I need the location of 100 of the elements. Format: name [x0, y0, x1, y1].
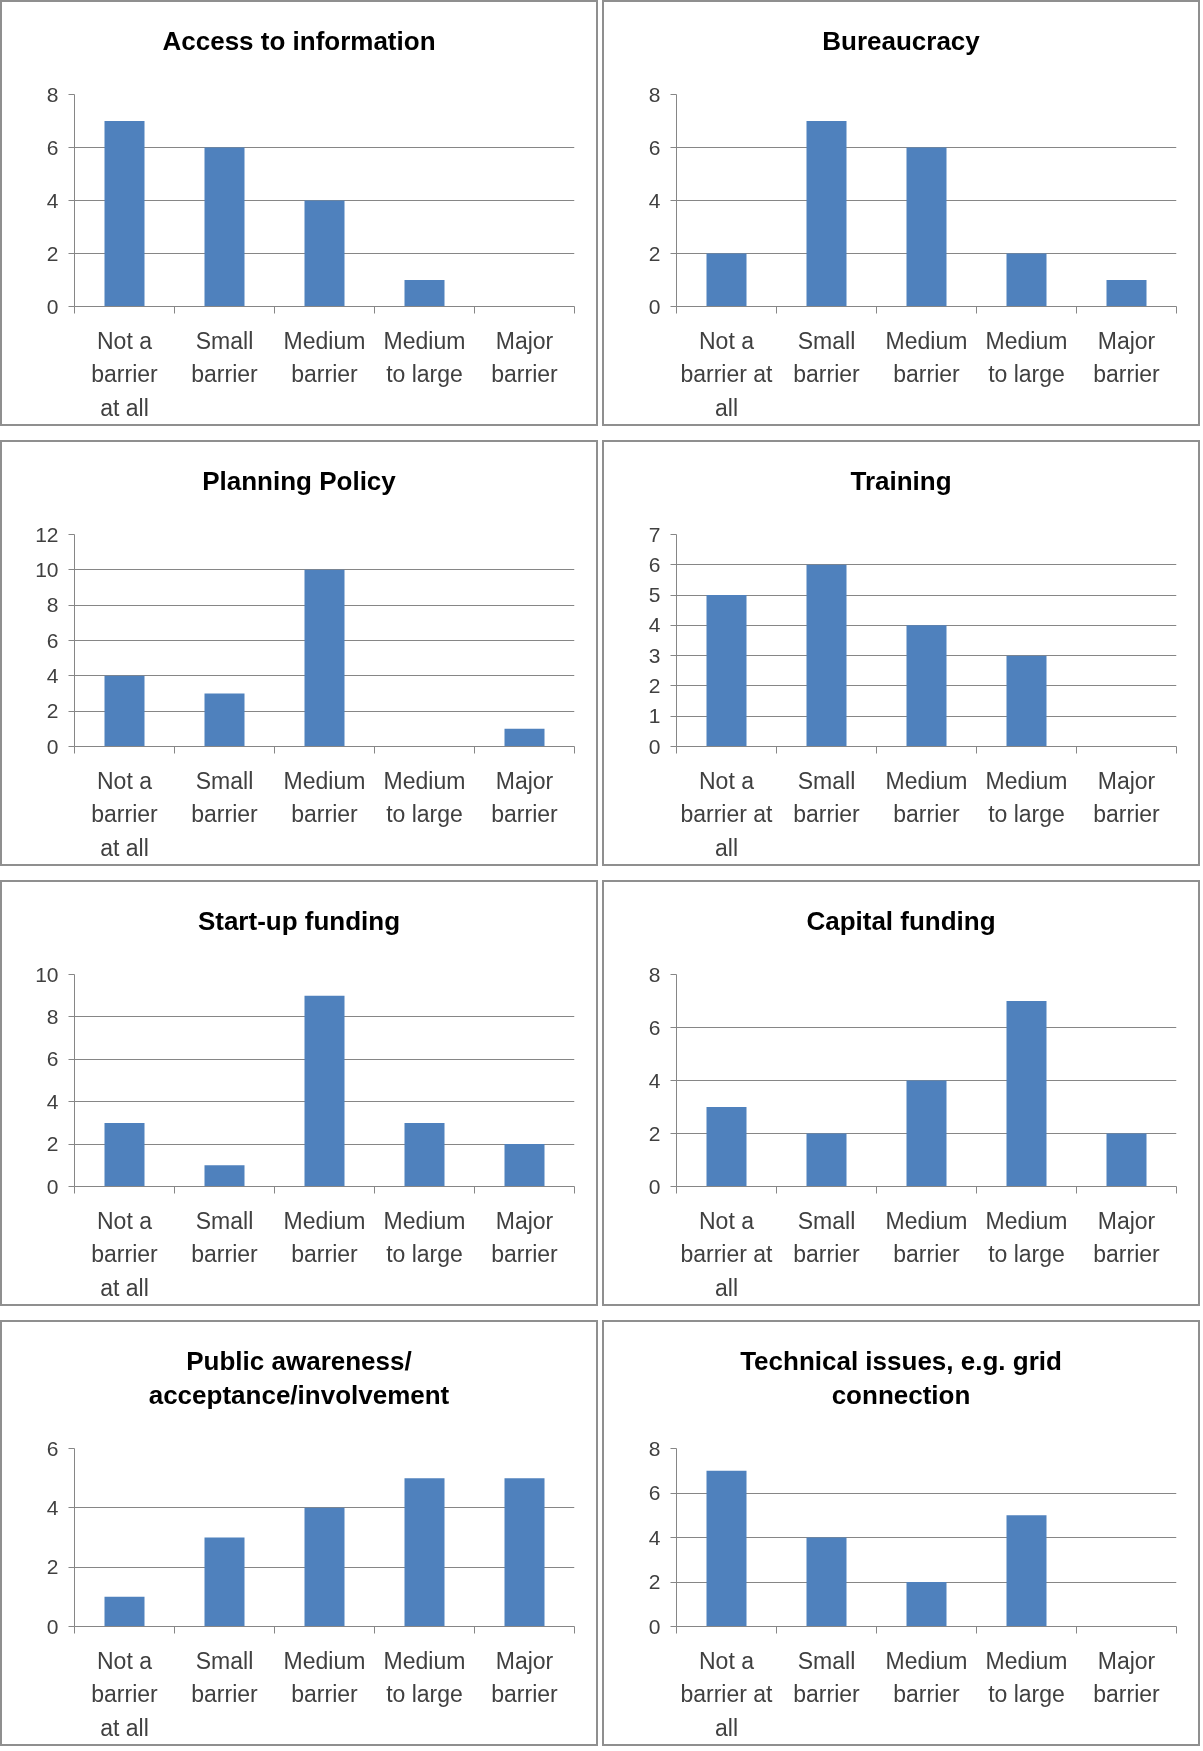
y-tick-label: 4	[648, 188, 661, 212]
y-tick-label: 8	[46, 593, 59, 617]
x-tick-label: Medium barrier	[283, 327, 366, 388]
x-tick-label: Medium to large	[985, 767, 1068, 828]
bar	[304, 200, 345, 307]
bar	[404, 280, 445, 307]
y-tick-label: 8	[648, 962, 661, 986]
bar	[1006, 253, 1047, 307]
y-tick-label: 6	[46, 1436, 59, 1460]
x-tick-label: Not a barrier at all	[91, 1647, 159, 1742]
x-tick-label: Major barrier	[491, 767, 559, 828]
bar	[104, 1122, 145, 1187]
y-tick-label: 1	[648, 704, 661, 728]
y-tick-label: 2	[648, 1570, 661, 1593]
bar	[1106, 280, 1147, 307]
x-tick-label: Medium barrier	[885, 1647, 968, 1708]
y-tick-label: 4	[46, 1495, 59, 1519]
x-tick-label: Major barrier	[1093, 767, 1161, 828]
x-tick-label: Major barrier	[491, 1647, 559, 1708]
bar	[1006, 655, 1047, 747]
y-tick-label: 6	[648, 552, 661, 576]
x-tick-label: Small barrier	[793, 767, 861, 828]
y-tick-label: 6	[46, 628, 59, 652]
x-tick-label: Not a barrier at all	[680, 767, 774, 862]
chart-title: Public awareness/acceptance/involvement	[148, 1345, 450, 1412]
x-tick-label: Medium to large	[383, 327, 466, 388]
y-tick-label: 10	[35, 962, 59, 986]
x-tick-label: Not a barrier at all	[680, 1207, 774, 1302]
y-tick-label: 0	[648, 294, 661, 318]
x-tick-label: Medium barrier	[283, 1207, 366, 1268]
y-tick-label: 4	[46, 1089, 59, 1113]
y-tick-label: 4	[648, 613, 661, 637]
bar	[706, 253, 747, 307]
bar	[204, 693, 245, 747]
x-tick-label: Not a barrier at all	[91, 327, 159, 422]
x-tick-label: Medium barrier	[885, 1207, 968, 1268]
x-tick-label: Medium to large	[985, 1647, 1068, 1708]
y-tick-label: 2	[46, 1132, 59, 1156]
bar	[906, 1582, 947, 1627]
y-tick-label: 2	[46, 241, 59, 265]
y-tick-label: 2	[46, 1555, 59, 1579]
bar	[304, 569, 345, 747]
y-tick-label: 8	[46, 82, 59, 106]
y-tick-label: 7	[648, 522, 661, 546]
bar	[304, 1507, 345, 1627]
bar	[806, 1537, 847, 1627]
y-tick-label: 5	[648, 583, 661, 607]
x-tick-label: Small barrier	[191, 1647, 259, 1708]
y-tick-label: 0	[46, 294, 59, 318]
bar	[906, 625, 947, 747]
y-tick-label: 4	[46, 188, 59, 212]
y-tick-label: 2	[648, 1121, 661, 1145]
bar	[104, 1596, 145, 1627]
bar	[504, 1478, 545, 1627]
chart-title: Training	[850, 465, 952, 498]
chart-title: Technical issues, e.g. grid connection	[740, 1345, 1062, 1412]
y-tick-label: 0	[648, 1174, 661, 1198]
x-tick-label: Medium barrier	[885, 767, 968, 828]
x-tick-label: Small barrier	[191, 767, 259, 828]
y-tick-label: 0	[648, 734, 661, 758]
chart-title: Capital funding	[806, 905, 996, 938]
bar	[104, 121, 145, 307]
x-tick-label: Major barrier	[491, 1207, 559, 1268]
x-tick-label: Medium to large	[985, 327, 1068, 388]
bar	[906, 1080, 947, 1187]
y-tick-label: 0	[648, 1614, 661, 1638]
x-tick-label: Small barrier	[793, 1207, 861, 1268]
bar	[404, 1478, 445, 1627]
chart-title: Bureaucracy	[822, 25, 980, 58]
x-tick-label: Small barrier	[793, 327, 861, 388]
y-tick-label: 6	[648, 135, 661, 159]
chart-title: Access to information	[162, 25, 436, 58]
bar	[806, 564, 847, 747]
bar	[706, 1107, 747, 1187]
y-tick-label: 12	[35, 522, 59, 546]
bar	[806, 121, 847, 307]
x-tick-label: Not a barrier at all	[680, 327, 774, 422]
y-tick-label: 8	[648, 1436, 661, 1460]
y-tick-label: 4	[648, 1525, 661, 1549]
bar	[204, 1165, 245, 1187]
y-tick-label: 8	[46, 1004, 59, 1028]
y-tick-label: 0	[46, 1614, 59, 1638]
x-tick-label: Medium barrier	[885, 327, 968, 388]
x-tick-label: Major barrier	[1093, 1207, 1161, 1268]
x-tick-label: Small barrier	[191, 1207, 259, 1268]
bar	[504, 1144, 545, 1187]
x-tick-label: Medium to large	[383, 767, 466, 828]
x-tick-label: Not a barrier at all	[680, 1647, 774, 1742]
y-tick-label: 3	[648, 643, 661, 667]
x-tick-label: Medium barrier	[283, 1647, 366, 1708]
bar	[1106, 1133, 1147, 1187]
y-tick-label: 4	[648, 1068, 661, 1092]
chart-title: Planning Policy	[202, 465, 396, 498]
y-tick-label: 6	[648, 1015, 661, 1039]
y-tick-label: 0	[46, 734, 59, 758]
bar	[304, 995, 345, 1187]
bar	[204, 1537, 245, 1627]
y-tick-label: 10	[35, 557, 59, 581]
bar	[906, 147, 947, 307]
bar	[706, 1470, 747, 1627]
